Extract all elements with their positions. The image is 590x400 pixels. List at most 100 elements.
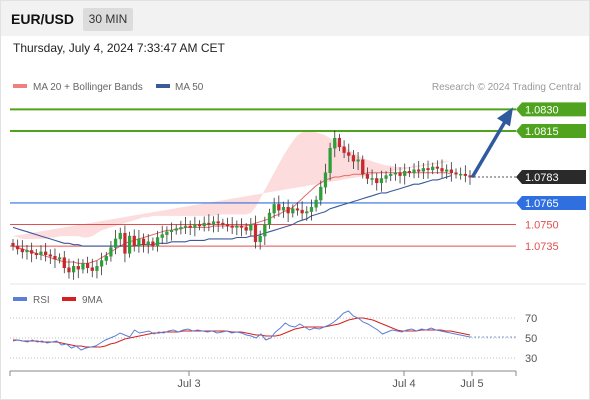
candle-body bbox=[384, 175, 388, 179]
rsi-legend-label: RSI bbox=[33, 295, 50, 306]
candle-body bbox=[202, 222, 206, 227]
candle-body bbox=[281, 207, 286, 211]
time-label: Jul 4 bbox=[392, 378, 415, 390]
candle-body bbox=[174, 228, 178, 231]
candle-body bbox=[333, 137, 337, 149]
candle-body bbox=[328, 148, 332, 173]
candle-body bbox=[295, 208, 300, 211]
candle-body bbox=[277, 204, 281, 211]
candle-body bbox=[146, 241, 150, 245]
candle-body bbox=[370, 178, 374, 180]
candle-body bbox=[71, 266, 76, 273]
candle-body bbox=[398, 172, 402, 176]
level-tag-0 bbox=[516, 102, 586, 117]
candle-body bbox=[272, 204, 276, 214]
candle-body bbox=[34, 253, 38, 256]
level-label-3: 1.0765 bbox=[525, 198, 559, 210]
candle-body bbox=[244, 227, 248, 231]
candle-body bbox=[62, 257, 66, 268]
candle-body bbox=[263, 224, 267, 237]
rsi-plot: 30 50 70 bbox=[10, 310, 537, 365]
timeframe-badge[interactable]: 30 MIN bbox=[83, 8, 133, 31]
time-label: Jul 5 bbox=[460, 378, 483, 390]
candle-body bbox=[30, 250, 34, 254]
candle-body bbox=[468, 175, 472, 178]
candle-body bbox=[141, 238, 146, 245]
ma50-line bbox=[12, 175, 452, 247]
candle-body bbox=[132, 235, 136, 247]
projection-arrow-head bbox=[497, 107, 513, 127]
candle-body bbox=[118, 232, 122, 240]
candle-body bbox=[113, 238, 118, 248]
bollinger-band bbox=[13, 131, 452, 239]
candle-body bbox=[235, 225, 239, 228]
candle-body bbox=[249, 224, 253, 231]
candle-body bbox=[207, 222, 211, 225]
candle-body bbox=[99, 260, 104, 267]
ma20-legend-swatch bbox=[13, 84, 27, 88]
level-label-2: 1.0783 bbox=[525, 172, 559, 184]
candle-body bbox=[57, 257, 62, 260]
candle-body bbox=[25, 250, 29, 253]
candle-body bbox=[323, 172, 328, 188]
candle-body bbox=[67, 267, 71, 273]
candle-body bbox=[76, 266, 80, 270]
candle-body bbox=[221, 222, 225, 225]
candle-body bbox=[16, 245, 20, 250]
rsi-line bbox=[12, 310, 471, 351]
rsi-tick-label: 30 bbox=[525, 353, 537, 365]
candle-body bbox=[351, 155, 356, 162]
price-plot: 1.0830 1.0815 1.0783 1.0765 1.0750 1.0735 bbox=[10, 102, 586, 280]
candle-body bbox=[90, 267, 94, 271]
candle-body bbox=[239, 225, 244, 228]
candle-body bbox=[253, 224, 258, 243]
candle-body bbox=[160, 234, 164, 238]
level-label-1: 1.0815 bbox=[525, 126, 559, 138]
candle-body bbox=[431, 166, 435, 171]
candle-body bbox=[48, 254, 52, 257]
candle-body bbox=[403, 171, 407, 176]
candle-body bbox=[440, 168, 444, 172]
candle-body bbox=[137, 238, 141, 247]
candle-body bbox=[454, 172, 458, 175]
candle-body bbox=[85, 263, 90, 268]
candle-body bbox=[123, 232, 127, 254]
candle-body bbox=[225, 224, 230, 227]
candle-body bbox=[421, 168, 426, 172]
level-tag-3 bbox=[516, 195, 586, 210]
candle-body bbox=[361, 159, 365, 175]
candle-body bbox=[81, 263, 85, 270]
candle-body bbox=[342, 146, 346, 153]
candle-body bbox=[183, 225, 188, 228]
candle-body bbox=[230, 225, 234, 228]
level-label-0: 1.0830 bbox=[525, 104, 559, 116]
candle-body bbox=[216, 221, 220, 224]
candle-body bbox=[365, 173, 370, 179]
rsi-ma-legend-label: 9MA bbox=[82, 295, 103, 306]
candle-body bbox=[426, 168, 430, 171]
candle-body bbox=[109, 247, 113, 257]
candle-body bbox=[53, 255, 57, 260]
candle-body bbox=[379, 178, 384, 184]
candle-body bbox=[165, 231, 169, 235]
candle-body bbox=[459, 173, 463, 176]
candle-body bbox=[305, 211, 309, 214]
candle-body bbox=[319, 186, 323, 201]
instrument-title: EUR/USD bbox=[11, 11, 75, 27]
candle-body bbox=[337, 137, 342, 148]
candle-body bbox=[445, 169, 449, 172]
candle-body bbox=[197, 224, 202, 227]
ma20-legend-label: MA 20 + Bollinger Bands bbox=[33, 82, 143, 93]
candle-body bbox=[291, 208, 295, 214]
candle-body bbox=[258, 235, 262, 243]
candle-body bbox=[389, 173, 393, 176]
candle-body bbox=[11, 243, 15, 247]
projection-arrow-shaft bbox=[471, 121, 506, 178]
candle-body bbox=[463, 173, 467, 176]
timestamp: Thursday, July 4, 2024 7:33:47 AM CET bbox=[13, 41, 225, 55]
rsi-ma-legend-swatch bbox=[62, 297, 76, 301]
candle-body bbox=[169, 230, 174, 232]
candle-body bbox=[286, 207, 290, 214]
